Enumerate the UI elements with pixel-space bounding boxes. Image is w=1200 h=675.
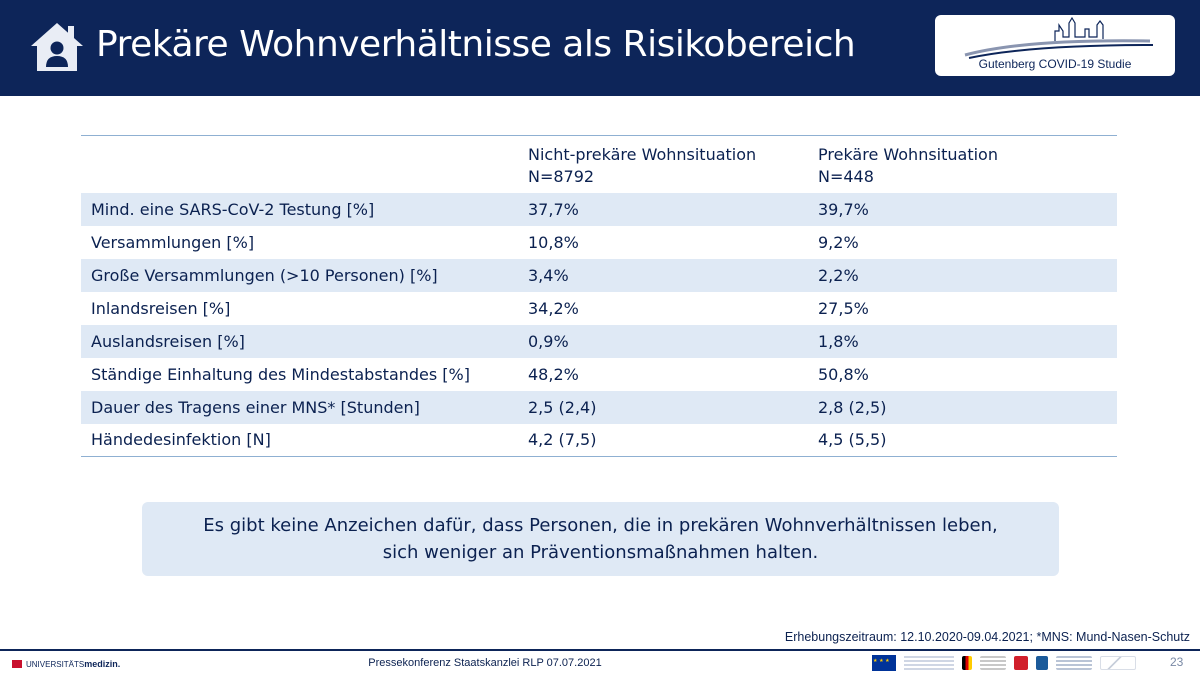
rlp-crest-icon bbox=[962, 656, 972, 670]
table-row: Inlandsreisen [%] 34,2% 27,5% bbox=[81, 292, 1117, 325]
cell-non-precarious: 3,4% bbox=[528, 265, 569, 285]
row-label: Inlandsreisen [%] bbox=[91, 298, 231, 318]
cell-non-precarious: 34,2% bbox=[528, 298, 579, 318]
conclusion-callout: Es gibt keine Anzeichen dafür, dass Pers… bbox=[142, 502, 1059, 576]
table-row: Große Versammlungen (>10 Personen) [%] 3… bbox=[81, 258, 1117, 292]
row-label: Große Versammlungen (>10 Personen) [%] bbox=[91, 265, 438, 285]
row-label: Ständige Einhaltung des Mindestabstandes… bbox=[91, 364, 470, 384]
home-icon bbox=[31, 23, 83, 71]
column-header-non-precarious-n: N=8792 bbox=[528, 166, 595, 186]
table-row: Mind. eine SARS-CoV-2 Testung [%] 37,7% … bbox=[81, 192, 1117, 226]
logo-label: Gutenberg COVID-19 Studie bbox=[978, 57, 1132, 71]
study-logo: Gutenberg COVID-19 Studie bbox=[935, 15, 1175, 76]
table-row: Auslandsreisen [%] 0,9% 1,8% bbox=[81, 324, 1117, 358]
university-logo-prefix: UNIVERSITÄTS bbox=[26, 659, 85, 669]
cell-non-precarious: 48,2% bbox=[528, 364, 579, 384]
results-table: Nicht-prekäre Wohnsituation N=8792 Prekä… bbox=[81, 135, 1117, 457]
callout-line-2: sich weniger an Präventionsmaßnahmen hal… bbox=[382, 542, 819, 563]
university-logo: UNIVERSITÄTS medizin. bbox=[12, 657, 120, 671]
page-number: 23 bbox=[1170, 655, 1184, 669]
university-mark-icon bbox=[12, 660, 22, 668]
row-label: Dauer des Tragens einer MNS* [Stunden] bbox=[91, 397, 420, 417]
cell-precarious: 9,2% bbox=[818, 232, 859, 252]
column-header-non-precarious-title: Nicht-prekäre Wohnsituation bbox=[528, 144, 757, 164]
eu-funding-logo bbox=[904, 656, 954, 670]
row-label: Mind. eine SARS-CoV-2 Testung [%] bbox=[91, 199, 375, 219]
page-title: Prekäre Wohnverhältnisse als Risikoberei… bbox=[96, 24, 856, 65]
column-header-category bbox=[81, 136, 518, 193]
cell-precarious: 27,5% bbox=[818, 298, 869, 318]
partner-f-logo bbox=[1036, 656, 1048, 670]
column-header-non-precarious: Nicht-prekäre Wohnsituation N=8792 bbox=[518, 136, 808, 193]
cell-non-precarious: 37,7% bbox=[528, 199, 579, 219]
signature-logo bbox=[1100, 656, 1136, 670]
row-label: Auslandsreisen [%] bbox=[91, 331, 245, 351]
cell-precarious: 39,7% bbox=[818, 199, 869, 219]
cell-precarious: 2,8 (2,5) bbox=[818, 397, 887, 417]
table-header-row: Nicht-prekäre Wohnsituation N=8792 Prekä… bbox=[81, 135, 1117, 193]
table-row: Händedesinfektion [N] 4,2 (7,5) 4,5 (5,5… bbox=[81, 424, 1117, 457]
cell-precarious: 1,8% bbox=[818, 331, 859, 351]
partner-logos bbox=[872, 654, 1136, 672]
column-header-precarious-n: N=448 bbox=[818, 166, 874, 186]
row-label: Händedesinfektion [N] bbox=[91, 430, 271, 450]
cell-precarious: 4,5 (5,5) bbox=[818, 430, 887, 450]
cell-non-precarious: 2,5 (2,4) bbox=[528, 397, 597, 417]
row-label: Versammlungen [%] bbox=[91, 232, 255, 252]
cell-non-precarious: 4,2 (7,5) bbox=[528, 430, 597, 450]
cell-non-precarious: 10,8% bbox=[528, 232, 579, 252]
eu-flag-icon bbox=[872, 655, 896, 671]
column-header-precarious: Prekäre Wohnsituation N=448 bbox=[808, 136, 1117, 193]
cell-precarious: 50,8% bbox=[818, 364, 869, 384]
skyline-graphic bbox=[964, 16, 1154, 59]
university-logo-bold: medizin. bbox=[84, 659, 121, 669]
footer-event: Pressekonferenz Staatskanzlei RLP 07.07.… bbox=[368, 657, 602, 669]
footer-divider bbox=[0, 649, 1200, 651]
column-header-precarious-title: Prekäre Wohnsituation bbox=[818, 144, 998, 164]
survey-footnote: Erhebungszeitraum: 12.10.2020-09.04.2021… bbox=[784, 630, 1190, 644]
state-logo bbox=[980, 656, 1006, 670]
callout-line-1: Es gibt keine Anzeichen dafür, dass Pers… bbox=[203, 515, 998, 536]
table-row: Ständige Einhaltung des Mindestabstandes… bbox=[81, 358, 1117, 391]
cell-precarious: 2,2% bbox=[818, 265, 859, 285]
research-initiative-logo bbox=[1056, 656, 1092, 670]
header-bar: Prekäre Wohnverhältnisse als Risikoberei… bbox=[0, 0, 1200, 96]
partner-red-logo bbox=[1014, 656, 1028, 670]
table-row: Versammlungen [%] 10,8% 9,2% bbox=[81, 226, 1117, 259]
table-row: Dauer des Tragens einer MNS* [Stunden] 2… bbox=[81, 390, 1117, 424]
cell-non-precarious: 0,9% bbox=[528, 331, 569, 351]
